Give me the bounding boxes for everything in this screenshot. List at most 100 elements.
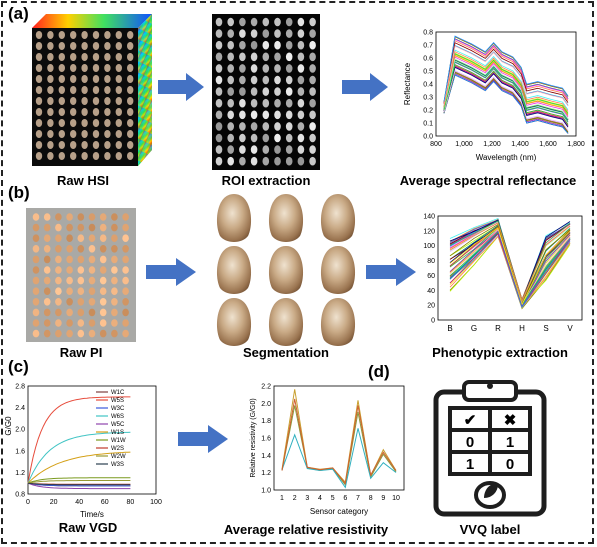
- roi-mark: [285, 17, 293, 27]
- caption-segmentation: Segmentation: [243, 345, 329, 360]
- roi-mark: [274, 133, 281, 143]
- roi-mark: [285, 156, 293, 166]
- seed-mark: [58, 53, 65, 61]
- seed-mark: [127, 108, 134, 116]
- x-tick-label: 20: [50, 499, 58, 506]
- roi-mark: [262, 40, 270, 50]
- roi-mark: [250, 17, 258, 27]
- vgd-chart: 0 20 40 60 80 100 0.8 1.2 1.6 2.0 2.4 2.8 W1C W5S W3C…: [4, 384, 162, 520]
- x-tick-label: 40: [75, 499, 83, 506]
- seed-mark: [55, 245, 62, 253]
- seed-mark: [66, 234, 73, 242]
- seed-mark: [58, 108, 65, 116]
- seed-mark: [111, 234, 118, 242]
- vgd-series-line: [27, 451, 131, 484]
- seed-mark: [92, 130, 100, 138]
- seed-mark: [43, 255, 51, 264]
- seed-mark: [92, 119, 100, 127]
- legend-label: W2W: [111, 454, 126, 460]
- seed-mark: [104, 53, 111, 61]
- seed-mark: [35, 53, 43, 61]
- seed-mark: [127, 119, 134, 127]
- roi-mark: [309, 110, 316, 120]
- seed-mark: [70, 86, 77, 94]
- seed-mark: [35, 31, 43, 39]
- roi-mark: [215, 98, 223, 108]
- seed-mark: [32, 213, 40, 221]
- seed-mark: [99, 223, 107, 232]
- spectrum-line: [443, 53, 569, 114]
- resistivity-line: [281, 398, 397, 485]
- roi-mark: [227, 156, 234, 166]
- roi-mark: [250, 122, 258, 131]
- roi-mark: [227, 98, 234, 108]
- vgd-series-line: [27, 482, 131, 490]
- seed-mark: [55, 329, 62, 338]
- seed-mark: [32, 234, 40, 242]
- seed-mark: [70, 42, 77, 50]
- seed-mark: [66, 276, 73, 285]
- seed-mark: [77, 276, 85, 285]
- seed-mark: [32, 287, 40, 295]
- roi-mark: [227, 40, 234, 50]
- seed-mark: [35, 64, 43, 72]
- roi-mark: [309, 17, 316, 27]
- roi-mark: [285, 98, 293, 108]
- seed-mark: [58, 86, 65, 94]
- spectrum-line: [443, 65, 569, 126]
- seed-mark: [43, 266, 51, 274]
- roi-mark: [250, 110, 258, 120]
- arrow-icon: [158, 73, 204, 101]
- roi-mark: [262, 29, 270, 38]
- legend-label: W6S: [111, 414, 124, 420]
- spectrum-line: [443, 71, 569, 132]
- y-tick-label: 1.8: [261, 418, 271, 425]
- seed-mark: [43, 308, 51, 317]
- vgd-series-line: [27, 480, 131, 484]
- x-tick-label: V: [567, 324, 573, 333]
- kernel-mark: [268, 298, 304, 346]
- seed-mark: [122, 213, 129, 221]
- seed-mark: [115, 97, 123, 105]
- seed-mark: [111, 245, 118, 253]
- roi-mark: [274, 122, 281, 131]
- x-tick-label: 5: [331, 495, 335, 502]
- roi-mark: [309, 122, 316, 131]
- roi-mark: [227, 29, 234, 38]
- spectrum-line: [443, 35, 569, 102]
- seed-mark: [88, 298, 96, 306]
- roi-mark: [297, 98, 305, 108]
- seed-mark: [111, 213, 118, 221]
- seed-mark: [32, 245, 40, 253]
- grid-cell-0: 0: [466, 434, 474, 451]
- legend-label: W5C: [111, 422, 125, 428]
- spectral-ylabel: Reflectance: [403, 62, 412, 105]
- spectrum-line: [443, 74, 569, 134]
- roi-mark: [285, 145, 293, 154]
- seed-mark: [32, 223, 40, 232]
- roi-mark: [262, 75, 270, 85]
- kernel-mark: [216, 298, 252, 346]
- roi-mark: [239, 40, 246, 50]
- roi-mark: [274, 17, 281, 27]
- roi-mark: [309, 133, 316, 143]
- grid-cell-1b: 1: [466, 456, 474, 473]
- roi-mark: [274, 156, 281, 166]
- seed-mark: [32, 298, 40, 306]
- seed-mark: [127, 152, 134, 160]
- seed-mark: [99, 319, 107, 327]
- panel-label-a: (a): [8, 4, 29, 23]
- y-tick-label: 1.4: [261, 453, 271, 460]
- spectrum-line: [443, 61, 569, 123]
- seed-mark: [47, 75, 54, 83]
- vgd-series-line: [27, 477, 131, 484]
- roi-mark: [262, 133, 270, 143]
- kernel-mark: [216, 246, 252, 294]
- seed-mark: [122, 287, 129, 295]
- spectrum-line: [443, 49, 569, 111]
- y-tick-label: 100: [423, 243, 435, 250]
- seed-mark: [81, 75, 88, 83]
- seed-mark: [99, 287, 107, 295]
- roi-mark: [297, 145, 305, 154]
- roi-mark: [239, 29, 246, 38]
